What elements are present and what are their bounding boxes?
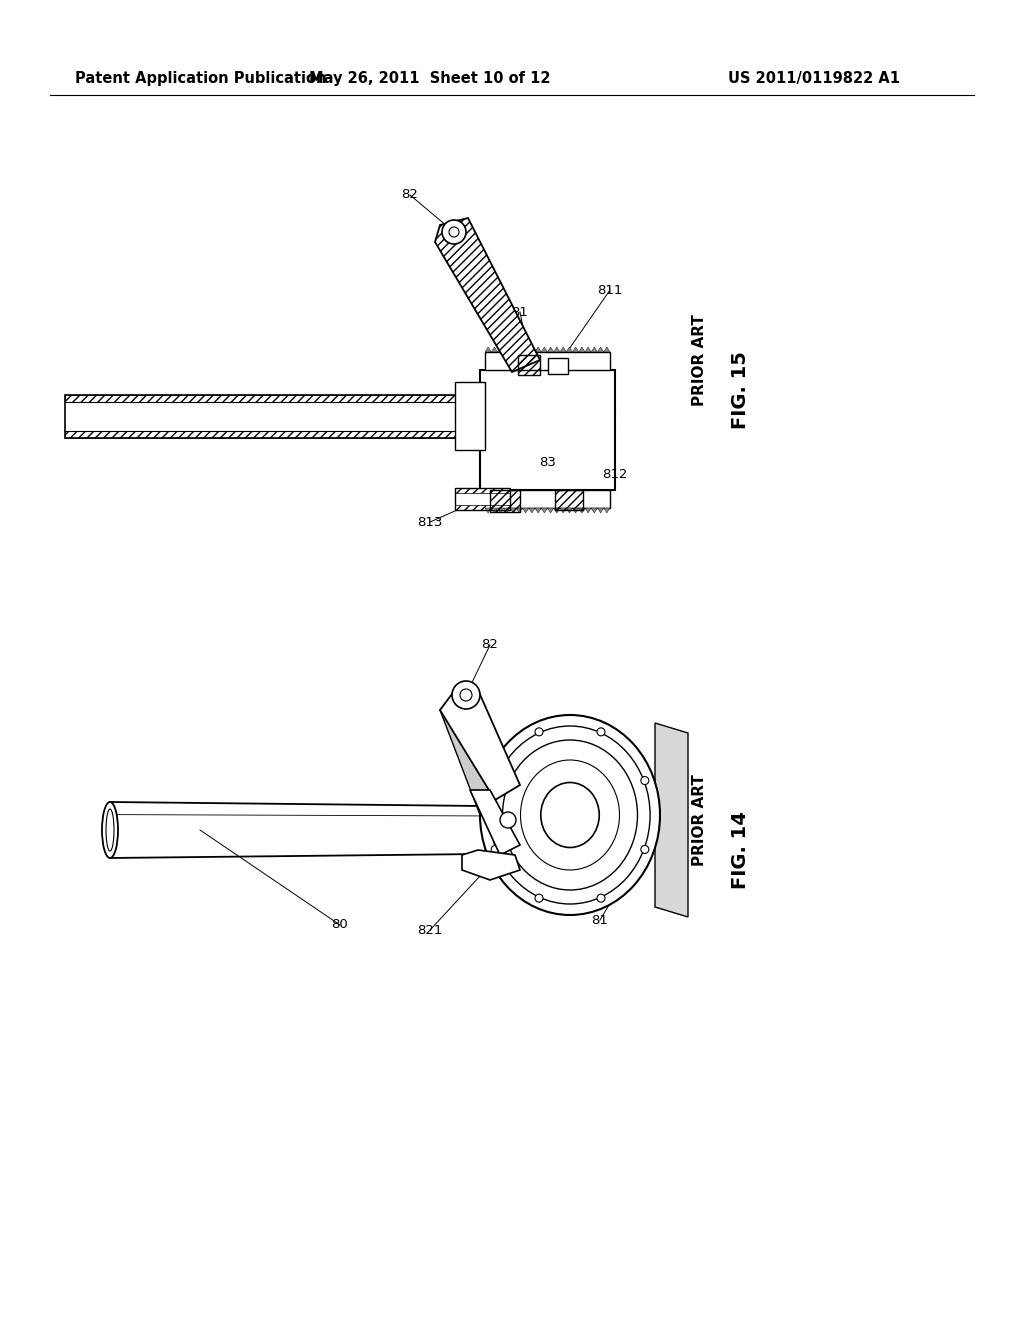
- Circle shape: [597, 894, 605, 902]
- Polygon shape: [597, 347, 604, 352]
- Text: 81: 81: [592, 913, 608, 927]
- Polygon shape: [535, 508, 542, 513]
- Polygon shape: [554, 508, 560, 513]
- Polygon shape: [462, 850, 520, 880]
- Circle shape: [535, 727, 543, 735]
- Polygon shape: [485, 508, 492, 513]
- Circle shape: [500, 812, 516, 828]
- Polygon shape: [560, 347, 566, 352]
- Polygon shape: [485, 347, 492, 352]
- Polygon shape: [572, 508, 579, 513]
- Polygon shape: [516, 347, 522, 352]
- Polygon shape: [566, 347, 572, 352]
- Polygon shape: [604, 508, 610, 513]
- Text: PRIOR ART: PRIOR ART: [692, 774, 708, 866]
- Polygon shape: [65, 395, 500, 438]
- Polygon shape: [510, 347, 516, 352]
- Ellipse shape: [503, 741, 638, 890]
- Text: May 26, 2011  Sheet 10 of 12: May 26, 2011 Sheet 10 of 12: [309, 70, 551, 86]
- Text: 821: 821: [418, 924, 442, 936]
- Text: 812: 812: [602, 469, 628, 482]
- Polygon shape: [435, 218, 540, 372]
- Ellipse shape: [489, 726, 650, 904]
- Polygon shape: [548, 508, 554, 513]
- Polygon shape: [498, 347, 504, 352]
- Polygon shape: [492, 508, 498, 513]
- Text: 813: 813: [418, 516, 442, 528]
- Polygon shape: [542, 508, 548, 513]
- Text: US 2011/0119822 A1: US 2011/0119822 A1: [728, 70, 900, 86]
- Text: Patent Application Publication: Patent Application Publication: [75, 70, 327, 86]
- Circle shape: [449, 227, 459, 238]
- Polygon shape: [554, 347, 560, 352]
- Polygon shape: [485, 352, 610, 370]
- Polygon shape: [440, 690, 520, 800]
- Polygon shape: [440, 700, 495, 814]
- Polygon shape: [542, 347, 548, 352]
- Polygon shape: [504, 508, 510, 513]
- Circle shape: [641, 845, 649, 854]
- Polygon shape: [566, 508, 572, 513]
- Ellipse shape: [520, 760, 620, 870]
- Polygon shape: [585, 347, 591, 352]
- Circle shape: [535, 894, 543, 902]
- Polygon shape: [516, 508, 522, 513]
- Polygon shape: [485, 490, 610, 508]
- Ellipse shape: [102, 803, 118, 858]
- Polygon shape: [591, 347, 597, 352]
- Polygon shape: [597, 508, 604, 513]
- Polygon shape: [572, 347, 579, 352]
- Polygon shape: [560, 508, 566, 513]
- Circle shape: [597, 727, 605, 735]
- Ellipse shape: [541, 783, 599, 847]
- Polygon shape: [498, 508, 504, 513]
- Circle shape: [452, 681, 480, 709]
- Text: 82: 82: [481, 639, 499, 652]
- Polygon shape: [522, 347, 528, 352]
- Text: FIG. 14: FIG. 14: [730, 810, 750, 888]
- Ellipse shape: [480, 715, 660, 915]
- Polygon shape: [548, 347, 554, 352]
- Polygon shape: [470, 789, 520, 855]
- Polygon shape: [480, 370, 615, 490]
- Polygon shape: [548, 358, 568, 374]
- Polygon shape: [510, 508, 516, 513]
- Text: 811: 811: [597, 284, 623, 297]
- Circle shape: [492, 776, 499, 784]
- Text: 83: 83: [540, 455, 556, 469]
- Polygon shape: [522, 508, 528, 513]
- Polygon shape: [535, 347, 542, 352]
- Polygon shape: [604, 347, 610, 352]
- Polygon shape: [455, 381, 485, 450]
- Polygon shape: [585, 508, 591, 513]
- Polygon shape: [492, 347, 498, 352]
- Text: 82: 82: [401, 189, 419, 202]
- Polygon shape: [528, 508, 535, 513]
- Polygon shape: [579, 347, 585, 352]
- Polygon shape: [504, 347, 510, 352]
- Polygon shape: [455, 488, 510, 510]
- Polygon shape: [655, 723, 688, 917]
- Circle shape: [492, 845, 499, 854]
- Polygon shape: [579, 508, 585, 513]
- Circle shape: [641, 776, 649, 784]
- Polygon shape: [591, 508, 597, 513]
- Text: 81: 81: [512, 305, 528, 318]
- Circle shape: [442, 220, 466, 244]
- Text: FIG. 15: FIG. 15: [730, 351, 750, 429]
- Polygon shape: [528, 347, 535, 352]
- Text: 80: 80: [332, 919, 348, 932]
- Circle shape: [460, 689, 472, 701]
- Text: PRIOR ART: PRIOR ART: [692, 314, 708, 407]
